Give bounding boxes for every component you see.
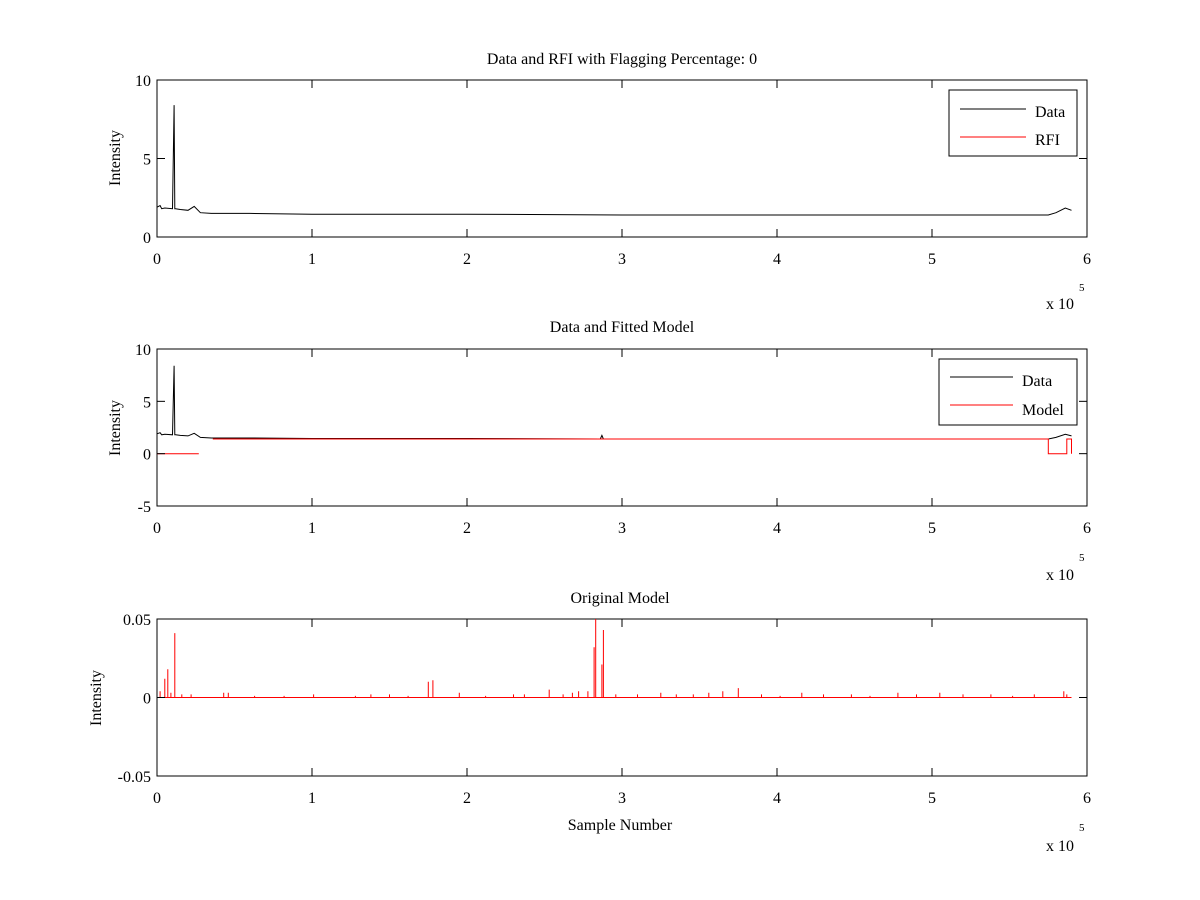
subplot-1-xtick-label: 1 (308, 251, 316, 268)
subplot-1-legend-box (948, 89, 1078, 157)
subplot-2-multiplier-exponent: 5 (1079, 552, 1085, 564)
subplot-3-xlabel: Sample Number (568, 817, 673, 834)
subplot-1-x-multiplier: x 10 5 (1046, 282, 1085, 313)
subplot-1-ticks: 0 1 2 3 4 5 6 0 5 10 (135, 73, 1091, 268)
subplot-1-multiplier-exponent: 5 (1079, 282, 1085, 294)
subplot-1-ylabel: Intensity (107, 130, 124, 186)
subplot-3-xtick-label: 6 (1083, 790, 1091, 807)
subplot-1-xtick-label: 2 (463, 251, 471, 268)
subplot-3-xtick-label: 0 (153, 790, 161, 807)
subplot-1-legend: Data RFI (948, 89, 1078, 157)
subplot-2-ylabel: Intensity (107, 400, 124, 456)
subplot-3-xtick-label: 5 (928, 790, 936, 807)
subplot-3-ytick-label: -0.05 (118, 769, 151, 786)
subplot-2-ytick-label: 10 (135, 342, 151, 359)
subplot-3-multiplier-exponent: 5 (1079, 822, 1085, 834)
subplot-1-title: Data and RFI with Flagging Percentage: 0 (487, 51, 757, 68)
subplot-3-title: Original Model (570, 590, 670, 607)
subplot-2-legend-data-label: Data (1022, 373, 1052, 390)
subplot-2-ytick-label: -5 (138, 499, 151, 516)
subplot-2-legend: Data Model (938, 358, 1078, 426)
subplot-2-xtick-label: 6 (1083, 520, 1091, 537)
subplot-2-xtick-label: 3 (618, 520, 626, 537)
subplot-3-ytick-label: 0.05 (123, 612, 151, 629)
subplot-1-xtick-label: 5 (928, 251, 936, 268)
subplot-1-ytick-label: 5 (143, 152, 151, 169)
subplot-3-xtick-label: 1 (308, 790, 316, 807)
subplot-2-x-multiplier: x 10 5 (1046, 552, 1085, 584)
subplot-1-axes (156, 79, 1088, 238)
subplot-2-axes (156, 348, 1088, 507)
subplot-2-title: Data and Fitted Model (550, 319, 695, 336)
subplot-2-ytick-label: 5 (143, 394, 151, 411)
subplot-3-x-multiplier: x 10 5 (1046, 822, 1085, 855)
subplot-1-data-line (156, 105, 1072, 216)
subplot-1-legend-data-label: Data (1035, 104, 1065, 121)
subplot-2-xtick-label: 5 (928, 520, 936, 537)
subplot-3-multiplier-base: x 10 (1046, 838, 1074, 855)
subplot-1: Data and RFI with Flagging Percentage: 0… (107, 51, 1091, 313)
subplot-1-xtick-label: 3 (618, 251, 626, 268)
subplot-1-ytick-label: 10 (135, 73, 151, 90)
subplot-3-xtick-label: 3 (618, 790, 626, 807)
subplot-3-series-1-line (157, 619, 1072, 698)
subplot-1-ytick-label: 0 (143, 230, 151, 247)
subplot-3-series-layer (157, 619, 1072, 698)
subplot-2-xtick-label: 2 (463, 520, 471, 537)
subplot-2-multiplier-base: x 10 (1046, 567, 1074, 584)
subplot-2-xtick-label: 1 (308, 520, 316, 537)
subplot-1-xtick-label: 4 (773, 251, 781, 268)
subplot-2-legend-box (938, 358, 1078, 426)
subplot-2-legend-model-label: Model (1022, 402, 1064, 419)
subplot-3-ytick-label: 0 (143, 691, 151, 708)
subplot-3-xtick-label: 2 (463, 790, 471, 807)
subplot-1-multiplier-base: x 10 (1046, 296, 1074, 313)
subplot-2-xtick-label: 4 (773, 520, 781, 537)
subplot-1-xtick-label: 0 (153, 251, 161, 268)
subplot-3-ylabel: Intensity (88, 670, 105, 726)
subplot-1-series-layer (156, 105, 1072, 216)
subplot-1-legend-rfi-label: RFI (1035, 132, 1060, 149)
subplot-3-xtick-label: 4 (773, 790, 781, 807)
subplot-1-xtick-label: 6 (1083, 251, 1091, 268)
subplot-2-ytick-label: 0 (143, 447, 151, 464)
subplot-2-xtick-label: 0 (153, 520, 161, 537)
